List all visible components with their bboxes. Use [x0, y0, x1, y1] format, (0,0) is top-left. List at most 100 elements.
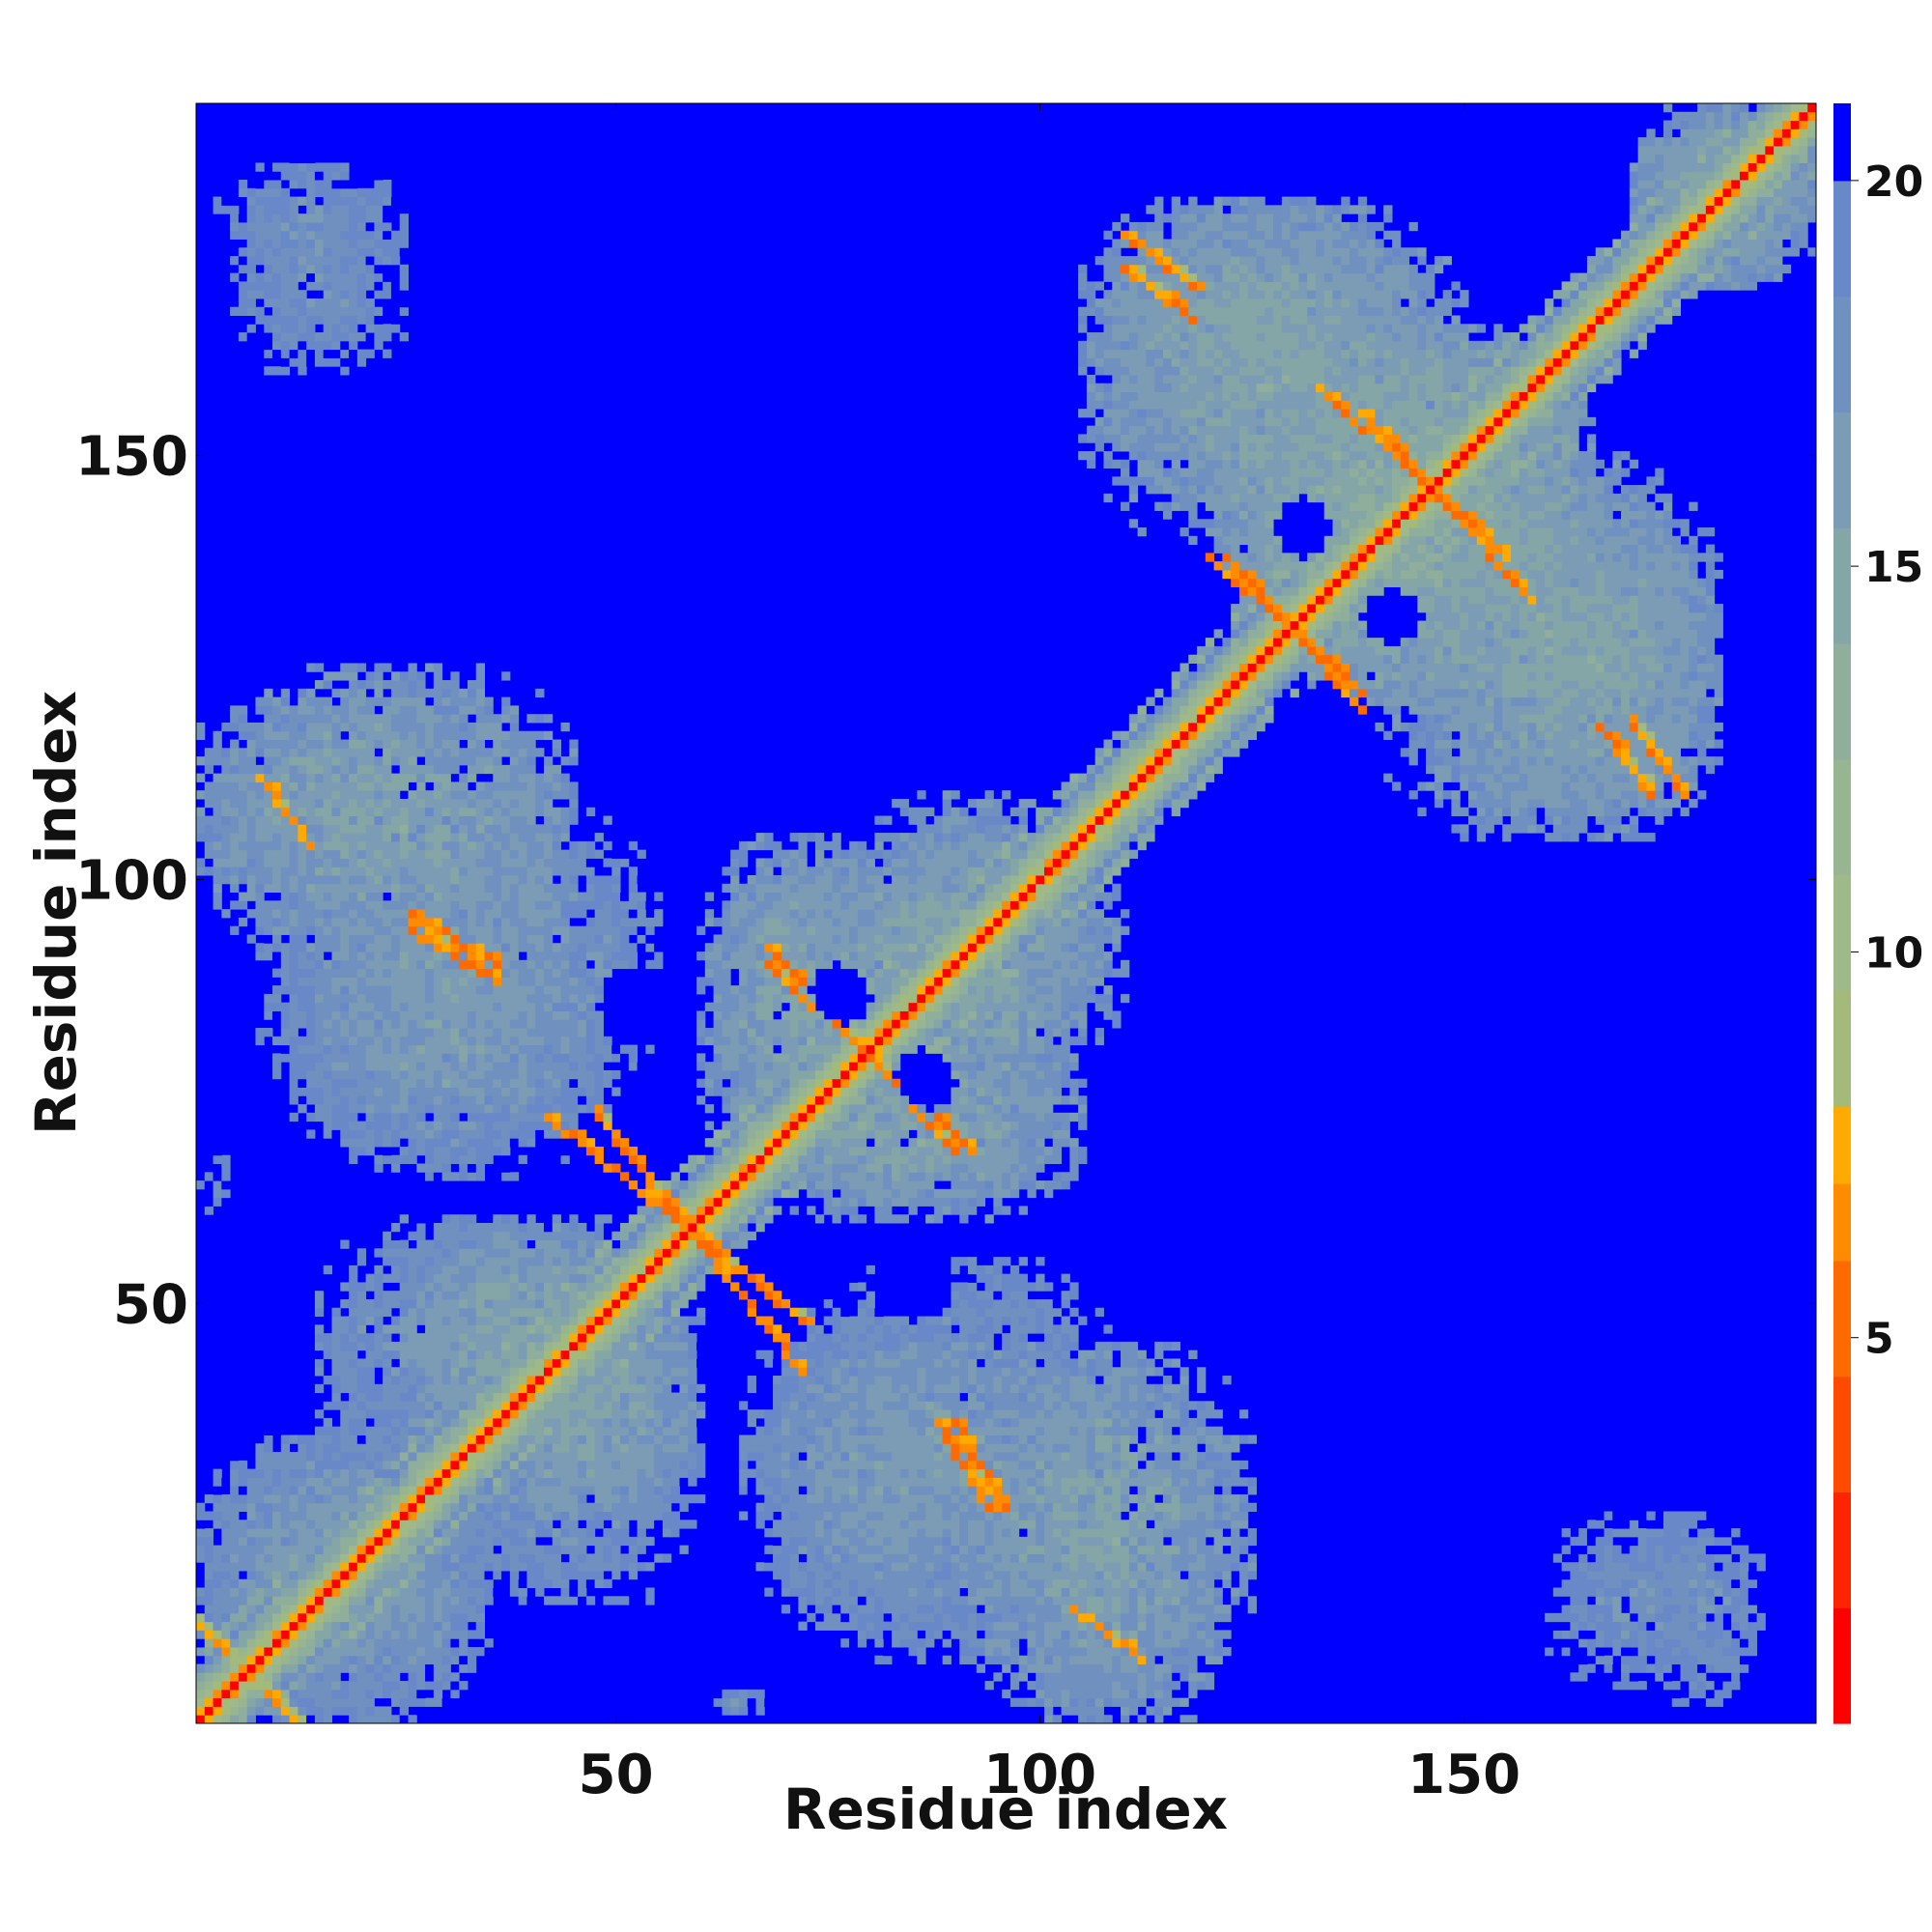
heatmap-cell — [832, 1307, 841, 1318]
heatmap-cell — [1578, 1612, 1588, 1623]
heatmap-cell — [441, 1291, 451, 1300]
heatmap-cell — [264, 1536, 273, 1547]
heatmap-cell — [594, 1376, 604, 1385]
heatmap-cell — [789, 1578, 799, 1589]
heatmap-cell — [399, 1282, 409, 1292]
heatmap-cell — [1756, 1553, 1766, 1563]
heatmap-cell — [1052, 1291, 1063, 1300]
heatmap-cell — [441, 1316, 451, 1325]
heatmap-cell — [1179, 1502, 1189, 1512]
heatmap-cell — [1655, 1587, 1664, 1597]
heatmap-cell — [942, 1477, 952, 1487]
heatmap-cell — [569, 1460, 579, 1470]
heatmap-cell — [1714, 1681, 1723, 1690]
heatmap-cell — [891, 1511, 901, 1520]
heatmap-cell — [891, 1367, 901, 1377]
heatmap-cell — [331, 1630, 341, 1639]
heatmap-cell — [908, 1460, 918, 1470]
heatmap-cell — [611, 1392, 621, 1402]
heatmap-cell — [1112, 1409, 1122, 1419]
heatmap-cell — [246, 1681, 256, 1690]
heatmap-cell — [526, 1578, 536, 1589]
heatmap-cell — [425, 1367, 435, 1377]
heatmap-cell — [280, 1570, 291, 1580]
heatmap-cell — [747, 1435, 756, 1444]
heatmap-cell — [365, 1511, 375, 1520]
heatmap-cell — [688, 1452, 697, 1462]
heatmap-cell — [662, 1468, 672, 1478]
heatmap-cell — [349, 1341, 358, 1351]
heatmap-cell — [1154, 1545, 1164, 1554]
heatmap-cell — [857, 1502, 867, 1512]
heatmap-cell — [908, 1596, 918, 1605]
heatmap-cell — [560, 1587, 570, 1597]
heatmap-cell — [603, 1307, 612, 1318]
heatmap-cell — [1044, 1570, 1054, 1580]
heatmap-cell — [645, 1383, 655, 1394]
heatmap-cell — [569, 1443, 579, 1453]
heatmap-cell — [925, 1486, 935, 1495]
heatmap-cell — [1637, 1536, 1647, 1547]
heatmap-cell — [933, 1392, 944, 1402]
heatmap-cell — [518, 1307, 527, 1318]
heatmap-cell — [645, 1511, 655, 1520]
heatmap-cell — [1103, 1435, 1113, 1444]
heatmap-cell — [959, 1605, 969, 1614]
heatmap-cell — [1061, 1621, 1070, 1631]
heatmap-cell — [798, 1443, 808, 1453]
heatmap-cell — [230, 1672, 240, 1682]
heatmap-cell — [221, 1663, 231, 1673]
heatmap-cell — [493, 1333, 502, 1343]
heatmap-cell — [323, 1663, 332, 1673]
heatmap-cell — [874, 1486, 884, 1495]
heatmap-cell — [1061, 1536, 1070, 1547]
heatmap-cell — [585, 1282, 596, 1292]
heatmap-cell — [1018, 1502, 1028, 1512]
heatmap-cell — [874, 1638, 884, 1648]
heatmap-cell — [1036, 1646, 1045, 1657]
heatmap-cell — [383, 1452, 392, 1462]
heatmap-cell — [356, 1417, 367, 1428]
heatmap-cell — [374, 1401, 384, 1410]
heatmap-cell — [925, 1452, 935, 1462]
heatmap-cell — [450, 1672, 460, 1682]
heatmap-cell — [289, 1435, 298, 1444]
heatmap-cell — [475, 1376, 486, 1385]
heatmap-cell — [408, 1689, 417, 1699]
heatmap-cell — [272, 1587, 282, 1597]
heatmap-cell — [688, 1376, 697, 1385]
heatmap-cell — [459, 1291, 469, 1300]
heatmap-cell — [755, 1282, 765, 1292]
heatmap-cell — [1171, 1477, 1180, 1487]
heatmap-cell — [331, 1689, 341, 1699]
heatmap-cell — [1222, 1520, 1232, 1529]
heatmap-cell — [280, 1477, 291, 1487]
heatmap-cell — [840, 1316, 850, 1325]
heatmap-cell — [416, 1553, 426, 1563]
heatmap-cell — [620, 1493, 630, 1504]
heatmap-cell — [849, 1502, 859, 1512]
heatmap-cell — [365, 1545, 375, 1554]
heatmap-cell — [578, 1350, 587, 1359]
heatmap-cell — [1671, 1655, 1682, 1665]
heatmap-cell — [569, 1282, 579, 1292]
heatmap-cell — [390, 1681, 401, 1690]
heatmap-cell — [1128, 1452, 1139, 1462]
heatmap-cell — [1205, 1630, 1215, 1639]
heatmap-cell — [976, 1392, 986, 1402]
heatmap-cell — [976, 1562, 986, 1572]
heatmap-cell — [441, 1605, 451, 1614]
heatmap-cell — [416, 1291, 426, 1300]
heatmap-cell — [390, 1350, 401, 1359]
heatmap-cell — [280, 1486, 291, 1495]
heatmap-cell — [883, 1605, 893, 1614]
heatmap-cell — [662, 1307, 672, 1318]
heatmap-cell — [383, 1350, 392, 1359]
heatmap-cell — [585, 1316, 596, 1325]
heatmap-cell — [340, 1706, 350, 1716]
heatmap-cell — [416, 1350, 426, 1359]
heatmap-cell — [459, 1511, 469, 1520]
heatmap-cell — [383, 1570, 392, 1580]
heatmap-cell — [1044, 1587, 1054, 1597]
heatmap-cell — [467, 1536, 477, 1547]
